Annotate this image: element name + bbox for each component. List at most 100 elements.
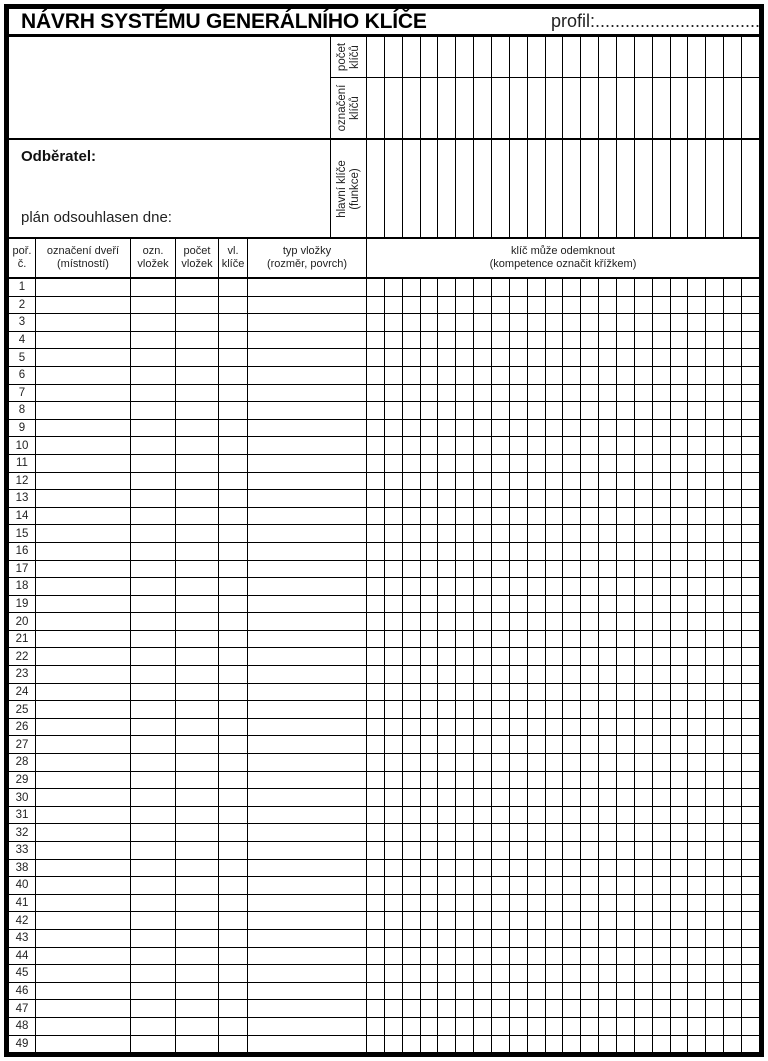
key-matrix-cell[interactable] <box>580 78 598 138</box>
key-competence-cell[interactable] <box>633 314 652 331</box>
key-competence-cell[interactable] <box>437 912 455 929</box>
cell-pocet-vlozek[interactable] <box>175 842 218 859</box>
key-competence-cell[interactable] <box>366 490 384 507</box>
key-competence-cell[interactable] <box>616 859 634 877</box>
key-competence-cell[interactable] <box>491 525 509 542</box>
key-competence-cell[interactable] <box>419 1017 438 1035</box>
key-competence-cell[interactable] <box>616 947 634 965</box>
key-competence-cell[interactable] <box>669 648 688 666</box>
cell-pocet-vlozek[interactable] <box>175 929 218 947</box>
key-competence-cell[interactable] <box>544 279 563 296</box>
cell-pocet-vlozek[interactable] <box>175 472 218 490</box>
cell-oznaceni-dveri[interactable] <box>35 630 130 648</box>
key-competence-cell[interactable] <box>616 824 634 841</box>
key-competence-cell[interactable] <box>723 877 741 894</box>
key-competence-cell[interactable] <box>473 525 491 542</box>
key-competence-cell[interactable] <box>723 507 741 525</box>
cell-oznaceni-dveri[interactable] <box>35 912 130 929</box>
key-competence-cell[interactable] <box>669 296 688 314</box>
cell-ozn-vlozek[interactable] <box>130 824 175 841</box>
key-competence-cell[interactable] <box>580 525 598 542</box>
key-competence-cell[interactable] <box>633 384 652 402</box>
cell-pocet-vlozek[interactable] <box>175 824 218 841</box>
key-competence-cell[interactable] <box>580 542 598 560</box>
key-competence-cell[interactable] <box>741 771 759 789</box>
key-competence-cell[interactable] <box>419 613 438 630</box>
key-competence-cell[interactable] <box>633 366 652 384</box>
key-competence-cell[interactable] <box>633 613 652 630</box>
key-competence-cell[interactable] <box>562 718 580 736</box>
key-competence-cell[interactable] <box>562 982 580 1000</box>
key-competence-cell[interactable] <box>491 912 509 929</box>
key-competence-cell[interactable] <box>723 912 741 929</box>
key-competence-cell[interactable] <box>616 754 634 771</box>
key-competence-cell[interactable] <box>419 630 438 648</box>
key-competence-cell[interactable] <box>383 331 402 349</box>
key-competence-cell[interactable] <box>526 648 545 666</box>
key-competence-cell[interactable] <box>705 894 723 912</box>
key-competence-cell[interactable] <box>669 965 688 982</box>
cell-oznaceni-dveri[interactable] <box>35 789 130 806</box>
key-competence-cell[interactable] <box>669 806 688 824</box>
key-competence-cell[interactable] <box>687 683 705 701</box>
key-competence-cell[interactable] <box>669 490 688 507</box>
key-matrix-cell[interactable] <box>598 78 616 138</box>
key-competence-cell[interactable] <box>473 384 491 402</box>
cell-oznaceni-dveri[interactable] <box>35 929 130 947</box>
key-competence-cell[interactable] <box>580 736 598 754</box>
key-competence-cell[interactable] <box>508 754 527 771</box>
key-competence-cell[interactable] <box>741 1035 759 1053</box>
key-competence-cell[interactable] <box>562 789 580 806</box>
key-competence-cell[interactable] <box>580 419 598 437</box>
cell-oznaceni-dveri[interactable] <box>35 877 130 894</box>
key-competence-cell[interactable] <box>419 894 438 912</box>
key-competence-cell[interactable] <box>633 877 652 894</box>
key-competence-cell[interactable] <box>419 982 438 1000</box>
key-matrix-cell[interactable] <box>669 78 688 138</box>
key-competence-cell[interactable] <box>366 859 384 877</box>
key-competence-cell[interactable] <box>366 507 384 525</box>
key-competence-cell[interactable] <box>401 929 420 947</box>
key-competence-cell[interactable] <box>723 929 741 947</box>
key-competence-cell[interactable] <box>437 314 455 331</box>
key-competence-cell[interactable] <box>723 842 741 859</box>
key-competence-cell[interactable] <box>580 560 598 578</box>
key-competence-cell[interactable] <box>508 595 527 613</box>
key-competence-cell[interactable] <box>455 419 473 437</box>
key-competence-cell[interactable] <box>508 965 527 982</box>
cell-typ-vlozky[interactable] <box>247 771 366 789</box>
key-competence-cell[interactable] <box>669 877 688 894</box>
cell-oznaceni-dveri[interactable] <box>35 1017 130 1035</box>
key-competence-cell[interactable] <box>455 490 473 507</box>
cell-pocet-vlozek[interactable] <box>175 912 218 929</box>
cell-ozn-vlozek[interactable] <box>130 894 175 912</box>
cell-typ-vlozky[interactable] <box>247 648 366 666</box>
key-matrix-cell[interactable] <box>491 37 509 78</box>
key-competence-cell[interactable] <box>473 1035 491 1053</box>
key-competence-cell[interactable] <box>598 965 616 982</box>
cell-pocet-vlozek[interactable] <box>175 507 218 525</box>
key-competence-cell[interactable] <box>651 718 670 736</box>
key-competence-cell[interactable] <box>723 947 741 965</box>
key-competence-cell[interactable] <box>508 912 527 929</box>
key-competence-cell[interactable] <box>633 525 652 542</box>
key-competence-cell[interactable] <box>562 437 580 454</box>
key-competence-cell[interactable] <box>544 1035 563 1053</box>
key-competence-cell[interactable] <box>705 771 723 789</box>
key-competence-cell[interactable] <box>687 912 705 929</box>
key-competence-cell[interactable] <box>723 384 741 402</box>
key-competence-cell[interactable] <box>491 648 509 666</box>
key-competence-cell[interactable] <box>651 947 670 965</box>
cell-vl-klice[interactable] <box>218 842 247 859</box>
key-competence-cell[interactable] <box>544 595 563 613</box>
key-competence-cell[interactable] <box>526 613 545 630</box>
key-competence-cell[interactable] <box>419 331 438 349</box>
key-competence-cell[interactable] <box>401 806 420 824</box>
cell-vl-klice[interactable] <box>218 578 247 595</box>
key-competence-cell[interactable] <box>455 437 473 454</box>
cell-pocet-vlozek[interactable] <box>175 1017 218 1035</box>
cell-ozn-vlozek[interactable] <box>130 490 175 507</box>
key-competence-cell[interactable] <box>366 912 384 929</box>
key-competence-cell[interactable] <box>383 437 402 454</box>
key-competence-cell[interactable] <box>705 507 723 525</box>
